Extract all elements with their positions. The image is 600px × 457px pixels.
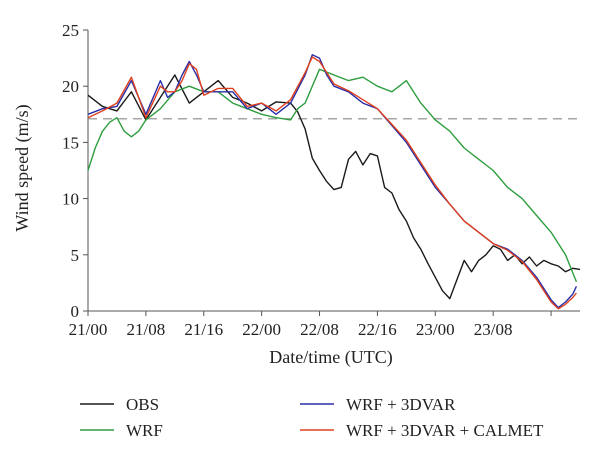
x-tick-label: 21/08: [127, 320, 166, 339]
x-tick-label: 23/00: [416, 320, 455, 339]
legend-label-obs: OBS: [126, 395, 159, 414]
axes: 0 5 10 15 20 25 21/00 21/08 21/16 22/00 22/08 22/16…: [62, 21, 580, 339]
legend-label-wrf-3dvar-calmet: WRF + 3DVAR + CALMET: [346, 421, 544, 440]
legend: OBS WRF WRF + 3DVAR WRF + 3DVAR + CALMET: [80, 395, 544, 440]
legend-label-wrf-3dvar: WRF + 3DVAR: [346, 395, 456, 414]
x-tick-label: 21/00: [69, 320, 108, 339]
y-tick-label: 10: [62, 190, 79, 209]
y-tick-label: 5: [71, 246, 80, 265]
x-tick-label: 23/08: [474, 320, 513, 339]
series-line-wrf: [87, 68, 578, 283]
y-tick-label: 20: [62, 77, 79, 96]
y-tick-label: 25: [62, 21, 79, 40]
series-line-wrf-3dvar-calmet: [87, 56, 577, 310]
x-tick-label: 21/16: [184, 320, 223, 339]
series-layer: [87, 54, 581, 310]
x-axis-title: Date/time (UTC): [269, 347, 392, 368]
legend-label-wrf: WRF: [126, 421, 163, 440]
y-tick-label: 15: [62, 133, 79, 152]
x-tick-label: 22/00: [242, 320, 281, 339]
y-tick-label: 0: [71, 302, 80, 321]
y-axis-title: Wind speed (m/s): [12, 104, 33, 231]
x-tick-label: 22/16: [358, 320, 397, 339]
x-tick-label: 22/08: [300, 320, 339, 339]
